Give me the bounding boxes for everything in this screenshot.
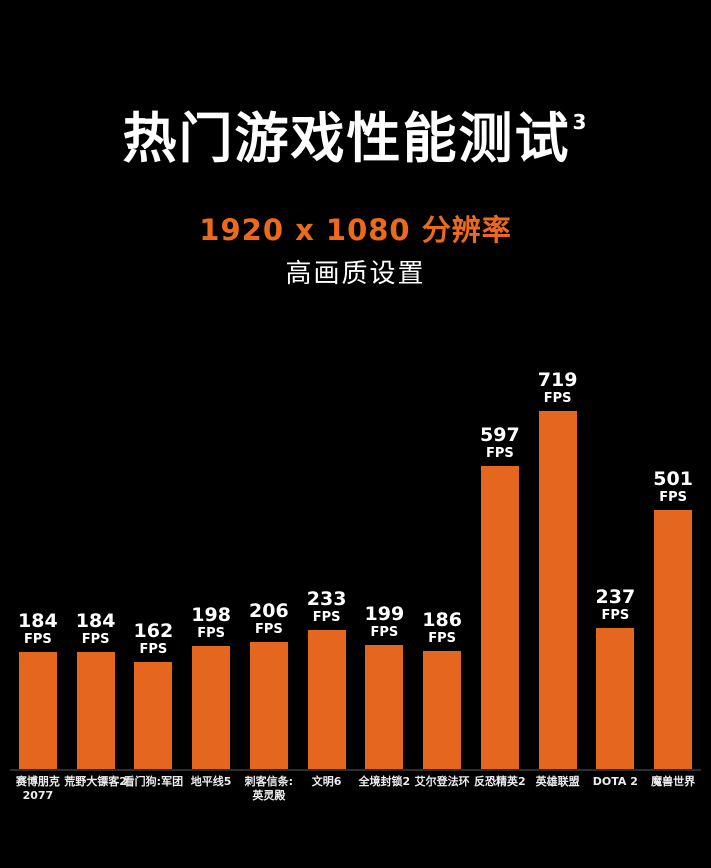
- bar: [480, 466, 519, 770]
- category-label: DOTA 2: [592, 775, 638, 788]
- bar-unit: FPS: [659, 490, 688, 505]
- category-label: 全境封锁2: [358, 775, 411, 788]
- category-tick: 看门狗:军团: [123, 775, 184, 802]
- bar-group: 237 FPS: [587, 0, 645, 770]
- category-tick: 地平线5: [182, 775, 240, 802]
- bar-value: 237: [595, 586, 636, 608]
- bar: [249, 642, 288, 770]
- bar: [307, 630, 346, 770]
- bar-unit: FPS: [543, 391, 572, 406]
- page-title: 热门游戏性能测试 3: [0, 94, 711, 173]
- bar-value: 597: [480, 424, 520, 446]
- bar-chart: 184 FPS 184 FPS 162 FPS 198 FPS 206 FPS …: [9, 0, 702, 770]
- category-label: 赛博朋克 2077: [15, 775, 60, 802]
- category-tick: 赛博朋克 2077: [9, 775, 67, 802]
- category-label: 荒野大镖客2: [64, 775, 127, 788]
- bar-unit: FPS: [601, 608, 630, 623]
- bar-value: 184: [75, 610, 116, 632]
- bar: [654, 510, 693, 770]
- bar-group: 597 FPS: [471, 0, 529, 770]
- bar-group: 162 FPS: [125, 0, 183, 770]
- bar-unit: FPS: [254, 622, 283, 637]
- bar-group: 233 FPS: [298, 0, 356, 770]
- category-label: 魔兽世界: [651, 775, 696, 788]
- bar-group: 184 FPS: [9, 0, 67, 770]
- bar-group: 198 FPS: [182, 0, 240, 770]
- bar: [596, 628, 635, 770]
- category-label: 看门狗:军团: [123, 775, 184, 788]
- bar-group: 186 FPS: [413, 0, 471, 770]
- category-label: 文明6: [311, 775, 342, 788]
- category-tick: 全境封锁2: [356, 775, 414, 802]
- category-tick: 荒野大镖客2: [64, 775, 127, 802]
- bar: [423, 651, 462, 770]
- page-title-text: 热门游戏性能测试: [122, 107, 571, 170]
- bar: [76, 652, 115, 770]
- bar-value: 233: [306, 588, 347, 610]
- bar: [18, 652, 57, 770]
- category-tick: 反恐精英2: [471, 775, 529, 802]
- bar-value: 719: [537, 369, 578, 391]
- bar-group: 206 FPS: [240, 0, 298, 770]
- bar-group: 184 FPS: [67, 0, 125, 770]
- bar: [365, 645, 404, 770]
- title-footnote-marker: 3: [572, 110, 589, 134]
- category-label: 地平线5: [190, 775, 232, 788]
- bar-value: 162: [133, 620, 174, 642]
- bar-unit: FPS: [312, 610, 341, 625]
- bar-value: 206: [249, 600, 289, 622]
- bar-value: 198: [191, 604, 231, 626]
- category-tick: DOTA 2: [587, 775, 645, 802]
- category-label: 反恐精英2: [474, 775, 526, 788]
- category-tick: 魔兽世界: [644, 775, 702, 802]
- x-axis-line: [10, 769, 701, 771]
- bar-group: 199 FPS: [356, 0, 414, 770]
- subtitle-resolution: 1920 x 1080 分辨率: [199, 213, 512, 247]
- category-axis: 赛博朋克 2077 荒野大镖客2 看门狗:军团 地平线5 刺客信条: 英灵殿 文…: [9, 775, 702, 802]
- bar-unit: FPS: [428, 631, 457, 646]
- bar-value: 186: [422, 609, 462, 631]
- bar-unit: FPS: [485, 446, 514, 461]
- bar: [134, 662, 173, 770]
- category-tick: 英雄联盟: [529, 775, 587, 802]
- bar-unit: FPS: [81, 632, 110, 647]
- bar-value: 501: [653, 468, 693, 490]
- category-label: 艾尔登法环: [414, 775, 470, 788]
- bar-group: 719 FPS: [529, 0, 587, 770]
- bar-value: 184: [18, 610, 58, 632]
- bar-unit: FPS: [370, 625, 399, 640]
- category-tick: 艾尔登法环: [413, 775, 471, 802]
- bar-unit: FPS: [139, 642, 168, 657]
- bar: [192, 646, 231, 770]
- bar-unit: FPS: [197, 626, 226, 641]
- bar-unit: FPS: [23, 632, 52, 647]
- bar: [538, 411, 577, 770]
- category-tick: 刺客信条: 英灵殿: [240, 775, 298, 802]
- category-tick: 文明6: [298, 775, 356, 802]
- bar-value: 199: [364, 603, 405, 625]
- bar-group: 501 FPS: [644, 0, 702, 770]
- category-label: 刺客信条: 英灵殿: [244, 775, 294, 802]
- category-label: 英雄联盟: [535, 775, 580, 788]
- subtitle-quality: 高画质设置: [285, 259, 426, 289]
